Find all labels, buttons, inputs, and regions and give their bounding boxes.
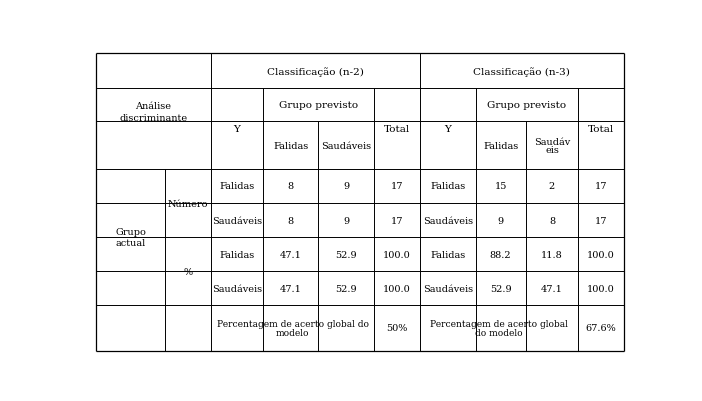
Text: Classificação (n-2): Classificação (n-2) [267, 67, 364, 77]
Text: 15: 15 [494, 182, 507, 191]
Text: 100.0: 100.0 [588, 284, 615, 293]
Text: Falidas: Falidas [483, 141, 518, 150]
Text: modelo: modelo [276, 328, 310, 337]
Text: Total: Total [384, 125, 410, 134]
Text: Falidas: Falidas [430, 250, 465, 259]
Text: Saudáveis: Saudáveis [423, 216, 473, 225]
Text: 100.0: 100.0 [383, 250, 411, 259]
Text: Análise: Análise [135, 101, 171, 110]
Text: 47.1: 47.1 [279, 250, 301, 259]
Text: Grupo previsto: Grupo previsto [487, 101, 567, 110]
Text: Total: Total [588, 125, 614, 134]
Text: 8: 8 [288, 182, 293, 191]
Text: 47.1: 47.1 [279, 284, 301, 293]
Text: Y: Y [444, 125, 451, 134]
Text: Saudáveis: Saudáveis [212, 284, 262, 293]
Text: 52.9: 52.9 [490, 284, 512, 293]
Text: 17: 17 [391, 216, 404, 225]
Text: 67.6%: 67.6% [585, 324, 616, 332]
Text: eis: eis [545, 146, 559, 155]
Text: %: % [184, 267, 193, 276]
Text: 17: 17 [391, 182, 404, 191]
Text: 11.8: 11.8 [541, 250, 563, 259]
Text: 17: 17 [595, 182, 607, 191]
Text: Saudáv: Saudáv [534, 138, 570, 146]
Text: 17: 17 [595, 216, 607, 225]
Text: 8: 8 [288, 216, 293, 225]
Text: Saudáveis: Saudáveis [322, 141, 371, 150]
Text: 52.9: 52.9 [336, 284, 357, 293]
Text: do modelo: do modelo [475, 328, 523, 337]
Text: discriminante: discriminante [119, 113, 187, 123]
Text: 52.9: 52.9 [336, 250, 357, 259]
Text: Falidas: Falidas [430, 182, 465, 191]
Text: 100.0: 100.0 [383, 284, 411, 293]
Text: Y: Y [233, 125, 240, 134]
Text: Percentagem de acerto global do: Percentagem de acerto global do [217, 320, 369, 329]
Text: 100.0: 100.0 [588, 250, 615, 259]
Text: Falidas: Falidas [219, 182, 254, 191]
Text: 9: 9 [498, 216, 504, 225]
Text: 47.1: 47.1 [541, 284, 563, 293]
Text: 2: 2 [549, 182, 555, 191]
Text: Classificação (n-3): Classificação (n-3) [473, 67, 570, 77]
Text: Saudáveis: Saudáveis [212, 216, 262, 225]
Text: 9: 9 [343, 216, 350, 225]
Text: 50%: 50% [386, 324, 408, 332]
Text: Percentagem de acerto global: Percentagem de acerto global [430, 320, 568, 329]
Text: Falidas: Falidas [219, 250, 254, 259]
Text: 8: 8 [549, 216, 555, 225]
Text: 88.2: 88.2 [490, 250, 512, 259]
Text: Grupo: Grupo [115, 227, 146, 237]
Text: Número: Número [168, 199, 208, 208]
Text: Saudáveis: Saudáveis [423, 284, 473, 293]
Text: 9: 9 [343, 182, 350, 191]
Text: Falidas: Falidas [273, 141, 308, 150]
Text: actual: actual [115, 238, 146, 247]
Text: Grupo previsto: Grupo previsto [279, 101, 358, 110]
